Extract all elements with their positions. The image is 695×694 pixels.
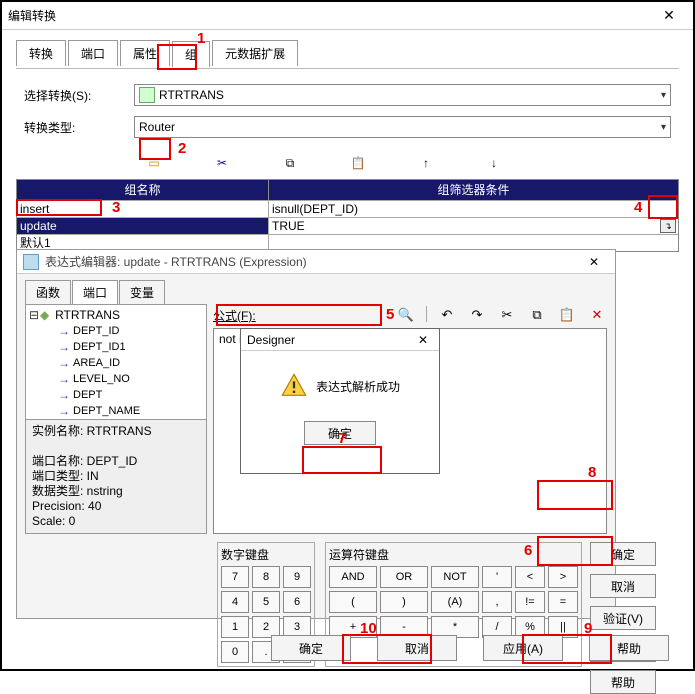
table-row[interactable]: update TRUE ↴ [17,217,678,234]
editor-title: 表达式编辑器: update - RTRTRANS (Expression) [45,253,579,270]
operator-key[interactable]: ) [380,591,428,613]
tree-root[interactable]: ⊟◆ RTRTRANS [28,307,204,323]
select-transform-value: RTRTRANS [159,88,224,102]
group-grid: 组名称 组筛选器条件 insert isnull(DEPT_ID) update… [16,179,679,252]
transform-type-combo[interactable]: Router ▾ [134,116,671,138]
operator-key[interactable]: != [515,591,545,613]
tree-item[interactable]: → LEVEL_NO [28,371,204,387]
up-icon[interactable]: ↑ [414,153,438,173]
tree-item[interactable]: → DEPT [28,387,204,403]
down-icon[interactable]: ↓ [482,153,506,173]
form-area: 选择转换(S): RTRTRANS ▾ 转换类型: Router ▾ [2,71,693,149]
operator-key[interactable]: > [548,566,578,588]
undo-icon[interactable]: ↶ [437,306,457,324]
transform-icon [139,87,155,103]
numpad-key[interactable]: 8 [252,566,280,588]
ok-button[interactable]: 确定 [590,542,656,566]
tree-item[interactable]: → DEPT_ID1 [28,339,204,355]
numpad-key[interactable]: 7 [221,566,249,588]
cancel-button[interactable]: 取消 [377,635,457,661]
port-meta: 实例名称: RTRTRANS 端口名称: DEPT_ID 端口类型: IN 数据… [26,419,206,533]
operator-key[interactable]: < [515,566,545,588]
operator-key[interactable]: NOT [431,566,479,588]
delete-icon[interactable]: ✕ [587,306,607,324]
copy-icon[interactable]: ⧉ [278,153,302,173]
tab-property[interactable]: 属性 [120,40,170,66]
new-icon[interactable]: ▭ [142,153,166,173]
numpad-key[interactable]: 4 [221,591,249,613]
operator-key[interactable]: , [482,591,512,613]
apply-button[interactable]: 应用(A) [483,635,563,661]
close-icon[interactable]: ✕ [579,255,609,269]
operator-key[interactable]: OR [380,566,428,588]
numpad-key[interactable]: 9 [283,566,311,588]
cut-icon[interactable]: ✂ [210,153,234,173]
operator-key[interactable]: ' [482,566,512,588]
tree-item[interactable]: → DEPT_ID [28,323,204,339]
tab-ports[interactable]: 端口 [72,280,118,304]
formula-label: 公式(F): [213,307,269,324]
numpad-key[interactable]: 5 [252,591,280,613]
tab-transform[interactable]: 转换 [16,40,66,66]
ok-button[interactable]: 确定 [271,635,351,661]
operator-key[interactable]: = [548,591,578,613]
cancel-button[interactable]: 取消 [590,574,656,598]
editor-icon [23,254,39,270]
chevron-down-icon: ▾ [661,90,666,101]
col-cond-header: 组筛选器条件 [269,180,678,200]
operator-key[interactable]: (A) [431,591,479,613]
transform-type-value: Router [139,120,175,134]
close-icon[interactable]: ✕ [651,7,687,24]
numpad-key[interactable]: 6 [283,591,311,613]
col-name-header: 组名称 [17,180,269,200]
tab-functions[interactable]: 函数 [25,280,71,304]
close-icon[interactable]: ✕ [413,333,433,347]
tab-meta[interactable]: 元数据扩展 [212,40,298,66]
grid-toolbar: ▭ ✂ ⧉ 📋 ↑ ↓ [2,149,693,179]
paste-icon[interactable]: 📋 [346,153,370,173]
tab-vars[interactable]: 变量 [119,280,165,304]
tree-item[interactable]: → AREA_ID [28,355,204,371]
numpad-key[interactable]: 0 [221,641,249,663]
transform-type-label: 转换类型: [24,119,134,136]
cut-icon[interactable]: ✂ [497,306,517,324]
select-transform-label: 选择转换(S): [24,87,134,104]
help-button[interactable]: 帮助 [590,670,656,694]
redo-icon[interactable]: ↷ [467,306,487,324]
designer-title: Designer [247,333,413,347]
copy-icon[interactable]: ⧉ [527,306,547,324]
designer-ok-button[interactable]: 确定 [304,421,376,445]
tree-item[interactable]: → DEPT_NAME [28,403,204,419]
paste-icon[interactable]: 📋 [557,306,577,324]
validate-button[interactable]: 验证(V) [590,606,656,630]
designer-dialog: Designer ✕ 表达式解析成功 确定 [240,328,440,474]
port-tree: ⊟◆ RTRTRANS → DEPT_ID→ DEPT_ID1→ AREA_ID… [25,304,207,534]
find-icon[interactable]: 🔍 [396,306,416,324]
table-row[interactable]: insert isnull(DEPT_ID) [17,200,678,217]
designer-message: 表达式解析成功 [316,378,400,395]
window-title: 编辑转换 [8,7,651,24]
tab-port[interactable]: 端口 [68,40,118,66]
tab-group[interactable]: 组 [172,41,210,67]
dialog-buttons: 确定 取消 应用(A) 帮助 [271,635,669,661]
edit-cell-icon[interactable]: ↴ [660,219,676,233]
numpad-key[interactable]: 1 [221,616,249,638]
titlebar: 编辑转换 ✕ [2,2,693,30]
select-transform-combo[interactable]: RTRTRANS ▾ [134,84,671,106]
help-button[interactable]: 帮助 [589,635,669,661]
main-tabs: 转换 端口 属性 组 元数据扩展 [16,40,693,66]
operator-key[interactable]: ( [329,591,377,613]
chevron-down-icon: ▾ [661,122,666,133]
warning-icon [280,372,308,400]
operator-key[interactable]: AND [329,566,377,588]
